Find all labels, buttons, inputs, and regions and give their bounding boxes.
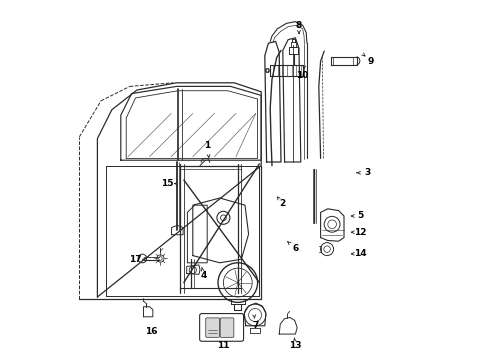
FancyBboxPatch shape <box>199 314 244 341</box>
Text: 8: 8 <box>296 21 302 30</box>
Text: 16: 16 <box>145 327 158 336</box>
Text: 4: 4 <box>200 271 207 280</box>
FancyBboxPatch shape <box>220 318 234 337</box>
Text: 9: 9 <box>368 57 374 66</box>
Text: 6: 6 <box>292 244 298 253</box>
Text: 5: 5 <box>357 211 363 220</box>
Text: 13: 13 <box>289 341 302 350</box>
Text: 2: 2 <box>280 199 286 208</box>
Text: 1: 1 <box>204 141 210 150</box>
FancyBboxPatch shape <box>206 318 220 337</box>
Text: 7: 7 <box>253 321 259 330</box>
Text: 15: 15 <box>161 179 174 188</box>
Text: 17: 17 <box>129 255 142 264</box>
Text: 10: 10 <box>296 71 309 80</box>
Text: 14: 14 <box>354 249 367 258</box>
Text: 3: 3 <box>364 168 370 177</box>
Text: 11: 11 <box>217 341 230 350</box>
Text: 12: 12 <box>354 228 367 237</box>
